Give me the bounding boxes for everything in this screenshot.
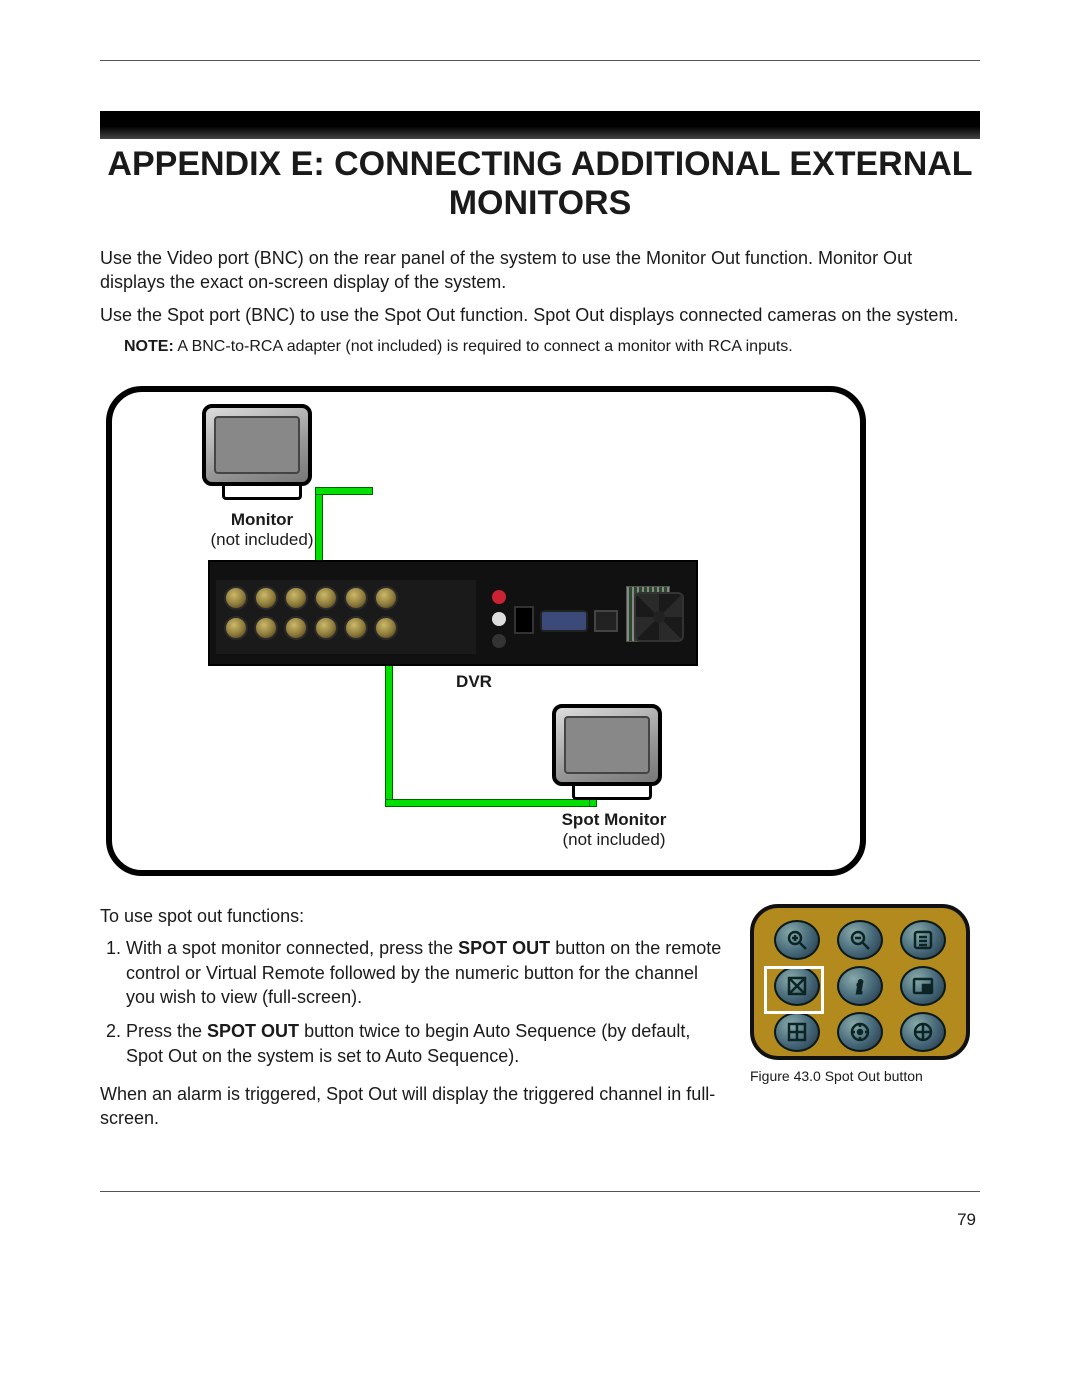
ethernet-port (594, 610, 618, 632)
monitor-label-sub: (not included) (210, 530, 313, 549)
rca-port (492, 612, 506, 626)
bnc-port (314, 616, 338, 640)
step2-text-a: Press the (126, 1021, 207, 1041)
connection-diagram: Monitor (not included) (106, 386, 866, 876)
bnc-port (254, 586, 278, 610)
step2-bold: SPOT OUT (207, 1021, 299, 1041)
rca-port (492, 590, 506, 604)
remote-list-icon (900, 920, 946, 960)
spot-monitor-label-title: Spot Monitor (562, 810, 667, 829)
note-body: A BNC-to-RCA adapter (not included) is r… (174, 338, 793, 355)
note-text: NOTE: A BNC-to-RCA adapter (not included… (124, 337, 980, 358)
bnc-port (224, 616, 248, 640)
paragraph-2: Use the Spot port (BNC) to use the Spot … (100, 304, 980, 327)
cable-segment (316, 488, 372, 494)
dvr-rear-panel (208, 560, 698, 666)
bnc-port (344, 616, 368, 640)
fan-icon (634, 592, 684, 642)
bnc-port (374, 616, 398, 640)
bnc-port (254, 616, 278, 640)
remote-ptz-icon (837, 1012, 883, 1052)
paragraph-1: Use the Video port (BNC) on the rear pan… (100, 247, 980, 294)
spot-out-highlight (764, 966, 824, 1014)
monitor-icon (202, 404, 322, 504)
spot-monitor-icon (552, 704, 672, 804)
remote-info-icon: i (837, 966, 883, 1006)
power-port (514, 606, 534, 634)
monitor-label-title: Monitor (231, 510, 293, 529)
svg-text:i: i (857, 977, 862, 997)
title-bar (100, 111, 980, 139)
remote-pip-icon (900, 966, 946, 1006)
bnc-port (314, 586, 338, 610)
step1-text-a: With a spot monitor connected, press the (126, 938, 458, 958)
step1-bold: SPOT OUT (458, 938, 550, 958)
monitor-label: Monitor (not included) (192, 510, 332, 550)
remote-multi-icon (900, 1012, 946, 1052)
vga-port (540, 610, 588, 632)
remote-zoom-in-icon (774, 920, 820, 960)
page-title: APPENDIX E: CONNECTING ADDITIONAL EXTERN… (100, 145, 980, 223)
spot-monitor-label: Spot Monitor (not included) (544, 810, 684, 850)
bnc-port (284, 586, 308, 610)
instructions-after: When an alarm is triggered, Spot Out wil… (100, 1082, 726, 1131)
instruction-step-2: Press the SPOT OUT button twice to begin… (126, 1019, 726, 1068)
bottom-rule (100, 1191, 980, 1192)
remote-quad-icon (774, 1012, 820, 1052)
instruction-step-1: With a spot monitor connected, press the… (126, 936, 726, 1009)
figure-caption: Figure 43.0 Spot Out button (750, 1068, 980, 1084)
note-label: NOTE: (124, 338, 174, 355)
bnc-port (374, 586, 398, 610)
spot-monitor-label-sub: (not included) (562, 830, 665, 849)
top-rule (100, 60, 980, 61)
instructions-lead: To use spot out functions: (100, 904, 726, 928)
bnc-port (344, 586, 368, 610)
rca-port (492, 634, 506, 648)
remote-zoom-out-icon (837, 920, 883, 960)
page-number: 79 (100, 1210, 980, 1230)
bnc-port (224, 586, 248, 610)
bnc-port (284, 616, 308, 640)
dvr-label: DVR (404, 672, 544, 692)
remote-control-figure: i (750, 904, 970, 1060)
